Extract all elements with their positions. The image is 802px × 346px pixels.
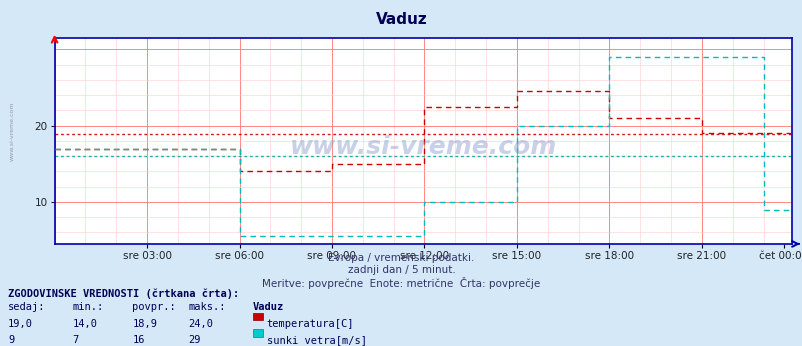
Text: www.si-vreme.com: www.si-vreme.com xyxy=(10,102,14,161)
Text: Evropa / vremenski podatki.: Evropa / vremenski podatki. xyxy=(328,253,474,263)
Text: maks.:: maks.: xyxy=(188,302,226,312)
Text: 18,9: 18,9 xyxy=(132,319,157,329)
Text: ZGODOVINSKE VREDNOSTI (črtkana črta):: ZGODOVINSKE VREDNOSTI (črtkana črta): xyxy=(8,289,239,299)
Text: Vaduz: Vaduz xyxy=(375,12,427,27)
Text: 16: 16 xyxy=(132,335,145,345)
Text: 29: 29 xyxy=(188,335,201,345)
Text: temperatura[C]: temperatura[C] xyxy=(266,319,354,329)
Text: min.:: min.: xyxy=(72,302,103,312)
Text: Vaduz: Vaduz xyxy=(253,302,284,312)
Text: 9: 9 xyxy=(8,335,14,345)
Text: www.si-vreme.com: www.si-vreme.com xyxy=(290,135,556,159)
Text: 14,0: 14,0 xyxy=(72,319,97,329)
Text: 19,0: 19,0 xyxy=(8,319,33,329)
Text: povpr.:: povpr.: xyxy=(132,302,176,312)
Text: zadnji dan / 5 minut.: zadnji dan / 5 minut. xyxy=(347,265,455,275)
Text: 24,0: 24,0 xyxy=(188,319,213,329)
Text: sedaj:: sedaj: xyxy=(8,302,46,312)
Text: Meritve: povprečne  Enote: metrične  Črta: povprečje: Meritve: povprečne Enote: metrične Črta:… xyxy=(262,277,540,289)
Text: sunki vetra[m/s]: sunki vetra[m/s] xyxy=(266,335,367,345)
Text: 7: 7 xyxy=(72,335,79,345)
